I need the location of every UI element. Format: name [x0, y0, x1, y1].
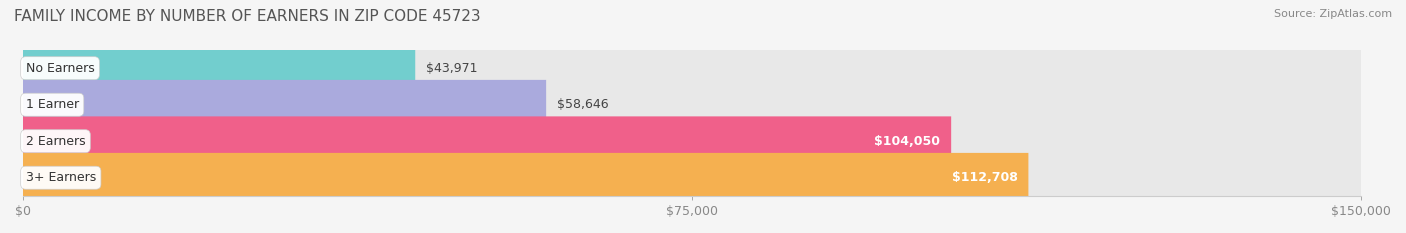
FancyBboxPatch shape: [22, 153, 1028, 202]
Text: $104,050: $104,050: [875, 135, 941, 148]
Text: $112,708: $112,708: [952, 171, 1018, 184]
Text: $58,646: $58,646: [557, 98, 609, 111]
Text: FAMILY INCOME BY NUMBER OF EARNERS IN ZIP CODE 45723: FAMILY INCOME BY NUMBER OF EARNERS IN ZI…: [14, 9, 481, 24]
FancyBboxPatch shape: [22, 43, 415, 93]
FancyBboxPatch shape: [22, 116, 952, 166]
Text: 1 Earner: 1 Earner: [25, 98, 79, 111]
Text: 2 Earners: 2 Earners: [25, 135, 86, 148]
Text: $43,971: $43,971: [426, 62, 478, 75]
Text: Source: ZipAtlas.com: Source: ZipAtlas.com: [1274, 9, 1392, 19]
FancyBboxPatch shape: [22, 153, 1361, 202]
FancyBboxPatch shape: [22, 43, 1361, 93]
FancyBboxPatch shape: [22, 80, 1361, 130]
Text: No Earners: No Earners: [25, 62, 94, 75]
Text: 3+ Earners: 3+ Earners: [25, 171, 96, 184]
FancyBboxPatch shape: [22, 80, 546, 130]
FancyBboxPatch shape: [22, 116, 1361, 166]
